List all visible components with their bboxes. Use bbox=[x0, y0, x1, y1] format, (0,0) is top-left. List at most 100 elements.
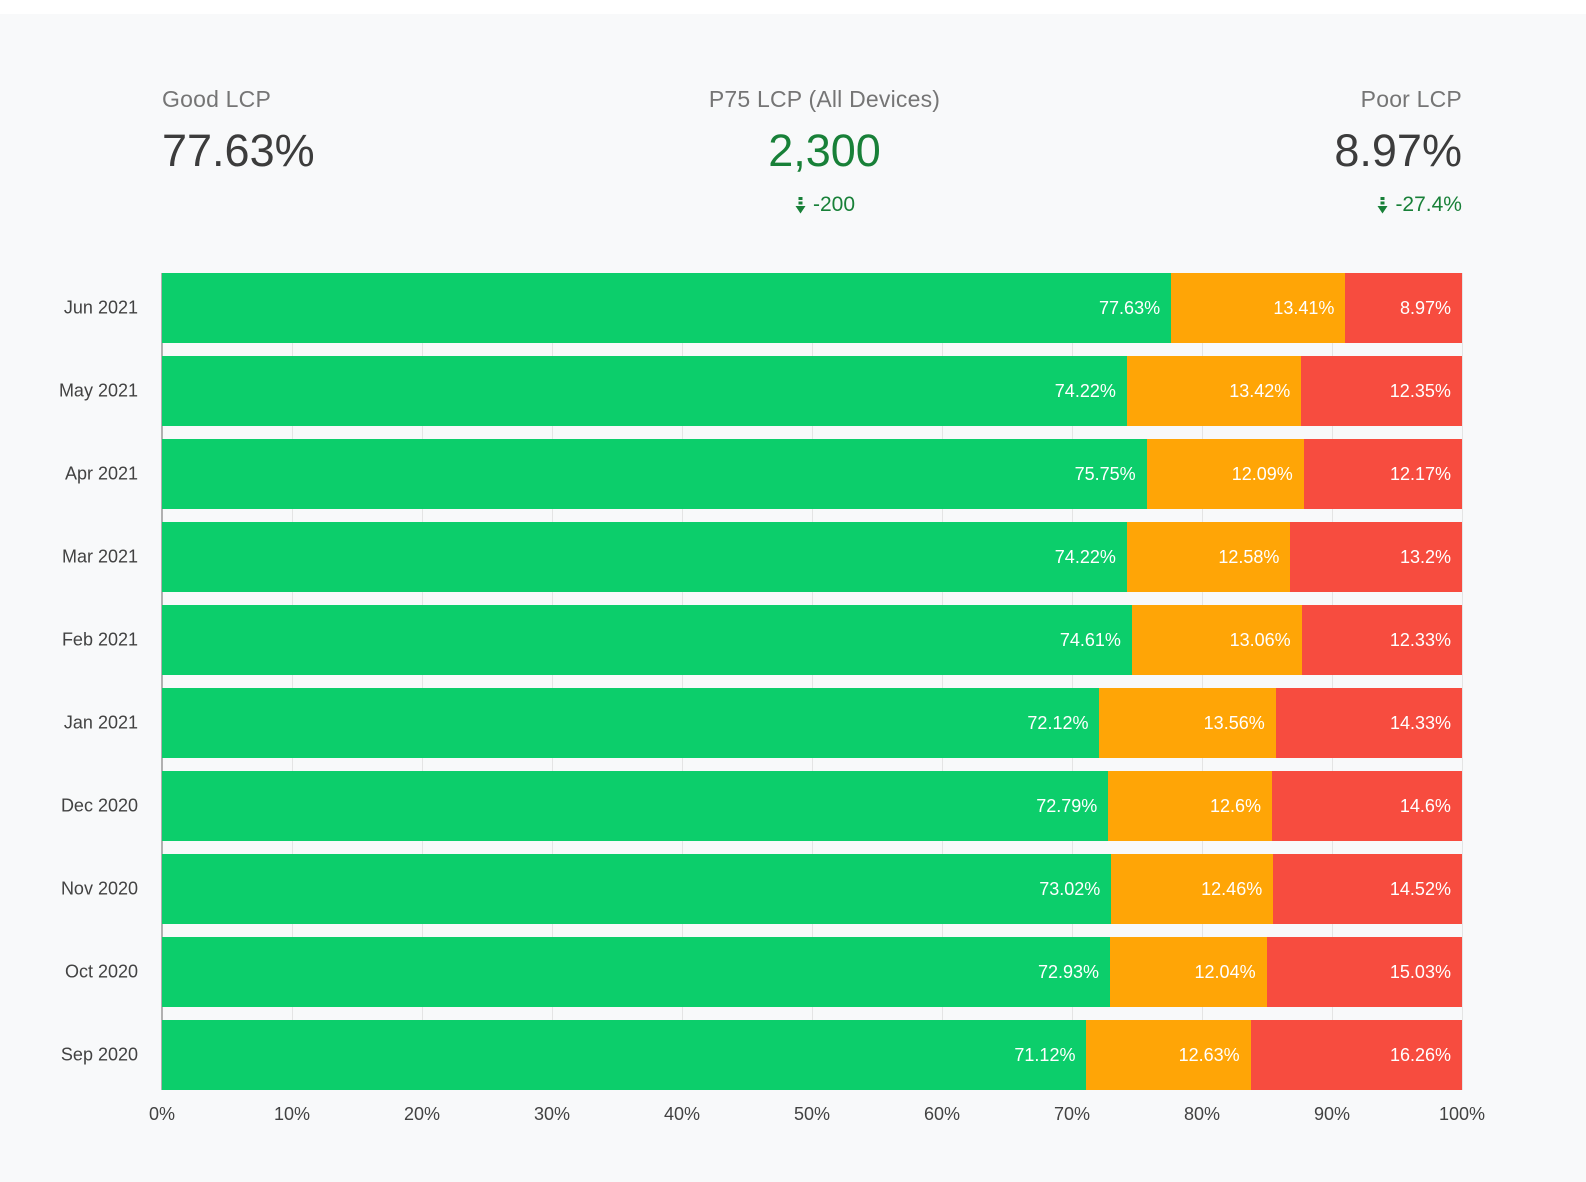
chart-row: Jan 2021 72.12% 13.56% 14.33% bbox=[64, 688, 1462, 758]
x-axis-label: 50% bbox=[793, 1104, 831, 1124]
bar-segment-good[interactable]: 77.63% bbox=[162, 273, 1172, 343]
bar-value-label: 12.04% bbox=[1194, 961, 1256, 982]
bar-value-label: 16.26% bbox=[1389, 1044, 1451, 1065]
x-axis: 0% 10% 20% 30% 40% 50% 60% 70% 80% 90% 100% bbox=[149, 1090, 1485, 1136]
bar-value-label: 14.6% bbox=[1399, 795, 1451, 816]
bar-segment-poor[interactable]: 12.17% bbox=[1303, 439, 1462, 509]
scorecard-value: 2,300 bbox=[768, 125, 881, 176]
scorecard-delta: -27.4% bbox=[1376, 193, 1462, 217]
bar-value-label: 14.52% bbox=[1389, 878, 1451, 899]
gridline bbox=[1462, 273, 1463, 1090]
bar-value-label: 73.02% bbox=[1039, 878, 1101, 899]
bar-segment-good[interactable]: 74.61% bbox=[162, 605, 1132, 675]
gridline bbox=[422, 273, 423, 1090]
bar-segment-good[interactable]: 72.12% bbox=[162, 688, 1100, 758]
bar-segment-needs-improvement[interactable]: 13.41% bbox=[1171, 273, 1346, 343]
bar-value-label: 12.6% bbox=[1210, 795, 1262, 816]
bar-segment-needs-improvement[interactable]: 12.58% bbox=[1126, 522, 1291, 592]
bar-segment-good[interactable]: 71.12% bbox=[162, 1020, 1087, 1090]
y-axis-label: Oct 2020 bbox=[64, 961, 138, 982]
down-arrow-icon bbox=[1377, 196, 1388, 213]
scorecard-delta: -200 bbox=[794, 193, 855, 217]
bar-value-label: 12.63% bbox=[1178, 1044, 1240, 1065]
bar-value-label: 72.79% bbox=[1036, 795, 1098, 816]
gridline bbox=[552, 273, 553, 1090]
x-axis-label: 60% bbox=[923, 1104, 961, 1124]
bar-track: 72.12% 13.56% 14.33% bbox=[162, 688, 1462, 758]
bar-track: 74.22% 12.58% 13.2% bbox=[162, 522, 1462, 592]
gridline bbox=[292, 273, 293, 1090]
gridline bbox=[812, 273, 813, 1090]
bar-segment-good[interactable]: 73.02% bbox=[162, 854, 1112, 924]
bar-segment-needs-improvement[interactable]: 13.56% bbox=[1099, 688, 1276, 758]
scorecard-delta-value: -27.4% bbox=[1395, 193, 1462, 216]
bar-value-label: 12.35% bbox=[1389, 380, 1451, 401]
bar-value-label: 12.33% bbox=[1389, 629, 1451, 650]
bar-segment-poor[interactable]: 14.33% bbox=[1275, 688, 1462, 758]
bar-value-label: 15.03% bbox=[1389, 961, 1451, 982]
bar-segment-good[interactable]: 75.75% bbox=[162, 439, 1147, 509]
scorecard-poor-lcp: Poor LCP 8.97% -27.4% bbox=[1334, 86, 1462, 217]
x-axis-label: 20% bbox=[403, 1104, 441, 1124]
scorecard-p75-lcp: P75 LCP (All Devices) 2,300 -200 bbox=[709, 86, 940, 217]
bar-segment-poor[interactable]: 12.35% bbox=[1301, 356, 1462, 426]
bar-value-label: 12.09% bbox=[1231, 463, 1293, 484]
bar-segment-poor[interactable]: 14.6% bbox=[1272, 771, 1462, 841]
chart-row: Mar 2021 74.22% 12.58% 13.2% bbox=[62, 522, 1462, 592]
gridline bbox=[682, 273, 683, 1090]
y-axis-label: Sep 2020 bbox=[60, 1044, 138, 1065]
bar-segment-poor[interactable]: 13.2% bbox=[1290, 522, 1462, 592]
scorecard-label: Good LCP bbox=[162, 86, 271, 112]
y-axis-label: Apr 2021 bbox=[64, 463, 138, 484]
lcp-stacked-bar-chart: Jun 2021 77.63% 13.41% 8.97% May 2021 74.22% 1… bbox=[0, 273, 1586, 1136]
y-axis-label: Jan 2021 bbox=[63, 712, 138, 733]
chart-row: Sep 2020 71.12% 12.63% 16.26% bbox=[61, 1020, 1462, 1090]
bar-segment-poor[interactable]: 14.52% bbox=[1273, 854, 1462, 924]
x-axis-label: 10% bbox=[273, 1104, 311, 1124]
bar-segment-needs-improvement[interactable]: 12.46% bbox=[1111, 854, 1274, 924]
bar-segment-poor[interactable]: 15.03% bbox=[1266, 937, 1462, 1007]
gridline bbox=[1072, 273, 1073, 1090]
bar-value-label: 72.93% bbox=[1038, 961, 1100, 982]
gridline bbox=[942, 273, 943, 1090]
gridlines bbox=[161, 273, 1463, 1090]
bar-segment-needs-improvement[interactable]: 13.42% bbox=[1126, 356, 1302, 426]
bar-segment-good[interactable]: 74.22% bbox=[162, 522, 1127, 592]
bar-value-label: 13.56% bbox=[1203, 712, 1265, 733]
x-axis-label: 70% bbox=[1053, 1104, 1091, 1124]
top-strip bbox=[0, 0, 1586, 14]
scorecard-label: Poor LCP bbox=[1360, 86, 1462, 112]
bar-value-label: 13.06% bbox=[1229, 629, 1291, 650]
chart-rows: Jun 2021 77.63% 13.41% 8.97% May 2021 74.22% 1… bbox=[59, 273, 1462, 1090]
bar-track: 74.61% 13.06% 12.33% bbox=[162, 605, 1462, 675]
chart-row: May 2021 74.22% 13.42% 12.35% bbox=[59, 356, 1462, 426]
scorecard-value: 77.63% bbox=[162, 125, 315, 176]
x-axis-label: 80% bbox=[1183, 1104, 1221, 1124]
bar-segment-good[interactable]: 74.22% bbox=[162, 356, 1127, 426]
plot-area: Jun 2021 77.63% 13.41% 8.97% May 2021 74.22% 1… bbox=[59, 273, 1463, 1090]
bar-segment-needs-improvement[interactable]: 13.06% bbox=[1131, 605, 1302, 675]
bar-segment-good[interactable]: 72.79% bbox=[162, 771, 1109, 841]
bar-segment-needs-improvement[interactable]: 12.09% bbox=[1146, 439, 1304, 509]
bar-track: 72.79% 12.6% 14.6% bbox=[162, 771, 1462, 841]
bar-segment-good[interactable]: 72.93% bbox=[162, 937, 1111, 1007]
bar-track: 73.02% 12.46% 14.52% bbox=[162, 854, 1462, 924]
bar-segment-poor[interactable]: 8.97% bbox=[1345, 273, 1462, 343]
bar-segment-needs-improvement[interactable]: 12.04% bbox=[1110, 937, 1267, 1007]
y-axis-line bbox=[161, 273, 163, 1090]
bar-value-label: 13.2% bbox=[1399, 546, 1451, 567]
scorecards: Good LCP 77.63% P75 LCP (All Devices) 2,… bbox=[0, 14, 1586, 217]
bar-track: 74.22% 13.42% 12.35% bbox=[162, 356, 1462, 426]
x-axis-label: 90% bbox=[1313, 1104, 1351, 1124]
down-arrow-icon bbox=[795, 196, 806, 213]
bar-segment-poor[interactable]: 16.26% bbox=[1250, 1020, 1462, 1090]
bar-segment-poor[interactable]: 12.33% bbox=[1301, 605, 1462, 675]
bar-track: 77.63% 13.41% 8.97% bbox=[162, 273, 1462, 343]
bar-segment-needs-improvement[interactable]: 12.63% bbox=[1086, 1020, 1251, 1090]
bar-value-label: 12.46% bbox=[1201, 878, 1263, 899]
gridline bbox=[1332, 273, 1333, 1090]
y-axis-label: Nov 2020 bbox=[60, 878, 138, 899]
bar-segment-needs-improvement[interactable]: 12.6% bbox=[1108, 771, 1273, 841]
bar-value-label: 13.42% bbox=[1229, 380, 1291, 401]
y-axis-label: Mar 2021 bbox=[61, 546, 138, 567]
